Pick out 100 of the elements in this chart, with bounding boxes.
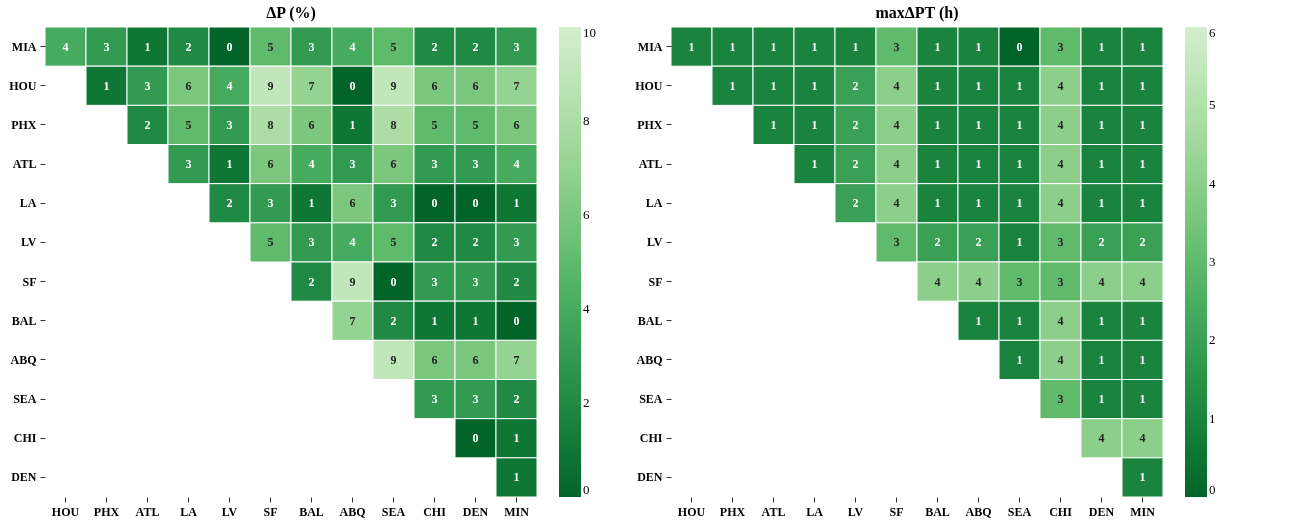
data-label: 4 bbox=[1098, 274, 1105, 289]
y-tick-label: MIA bbox=[637, 39, 663, 54]
data-label: 2 bbox=[144, 117, 151, 132]
data-label: 1 bbox=[1139, 313, 1146, 328]
data-label: 1 bbox=[1098, 39, 1105, 54]
data-label: 3 bbox=[226, 117, 233, 132]
data-label: 1 bbox=[811, 78, 818, 93]
data-label: 1 bbox=[934, 117, 941, 132]
data-label: 4 bbox=[1139, 431, 1146, 446]
data-label: 2 bbox=[226, 196, 233, 211]
data-label: 3 bbox=[1057, 235, 1064, 250]
data-label: 4 bbox=[513, 157, 520, 172]
data-label: 1 bbox=[975, 196, 982, 211]
data-label: 5 bbox=[267, 39, 274, 54]
data-label: 1 bbox=[1139, 470, 1146, 485]
data-label: 2 bbox=[513, 392, 520, 407]
data-label: 0 bbox=[472, 196, 479, 211]
x-tick-label: ATL bbox=[761, 504, 786, 519]
data-label: 1 bbox=[1139, 157, 1146, 172]
data-label: 4 bbox=[1057, 313, 1064, 328]
data-label: 6 bbox=[267, 157, 274, 172]
data-label: 4 bbox=[934, 274, 941, 289]
data-label: 4 bbox=[975, 274, 982, 289]
y-tick-label: ATL bbox=[12, 157, 37, 172]
data-label: 4 bbox=[226, 78, 233, 93]
x-tick-label: CHI bbox=[1049, 504, 1073, 519]
y-tick-label: SF bbox=[22, 274, 37, 289]
data-label: 1 bbox=[1098, 313, 1105, 328]
x-tick-label: MIN bbox=[504, 504, 530, 519]
data-label: 2 bbox=[472, 39, 479, 54]
data-label: 2 bbox=[934, 235, 941, 250]
data-label: 8 bbox=[267, 117, 274, 132]
data-label: 7 bbox=[513, 352, 520, 367]
data-label: 2 bbox=[513, 274, 520, 289]
color-bar-label: 5 bbox=[1209, 97, 1216, 113]
data-label: 1 bbox=[770, 117, 777, 132]
data-label: 2 bbox=[852, 78, 859, 93]
data-label: 1 bbox=[472, 313, 479, 328]
y-tick-label: CHI bbox=[639, 431, 663, 446]
data-label: 4 bbox=[1057, 117, 1064, 132]
x-tick-label: BAL bbox=[925, 504, 950, 519]
color-bar-label: 4 bbox=[583, 301, 590, 316]
data-label: 6 bbox=[472, 352, 479, 367]
data-label: 9 bbox=[349, 274, 356, 289]
x-tick-label: HOU bbox=[51, 504, 80, 519]
color-bar-label: 6 bbox=[583, 207, 590, 222]
color-bar-label: 8 bbox=[583, 113, 590, 128]
chart-title: ΔP (%) bbox=[266, 3, 316, 22]
data-label: 2 bbox=[390, 313, 397, 328]
data-label: 3 bbox=[431, 392, 438, 407]
data-label: 4 bbox=[1057, 157, 1064, 172]
data-label: 1 bbox=[934, 78, 941, 93]
data-label: 3 bbox=[267, 196, 274, 211]
data-label: 2 bbox=[1098, 235, 1105, 250]
data-label: 0 bbox=[513, 313, 520, 328]
data-label: 1 bbox=[934, 196, 941, 211]
data-label: 1 bbox=[1139, 392, 1146, 407]
y-tick-label: LV bbox=[20, 235, 37, 250]
data-label: 1 bbox=[349, 117, 356, 132]
data-label: 1 bbox=[770, 39, 777, 54]
y-tick-label: HOU bbox=[9, 78, 37, 93]
data-label: 5 bbox=[185, 117, 192, 132]
data-label: 2 bbox=[852, 157, 859, 172]
x-tick-label: SEA bbox=[381, 504, 406, 519]
data-label: 4 bbox=[1057, 196, 1064, 211]
data-label: 9 bbox=[267, 78, 274, 93]
data-label: 6 bbox=[431, 78, 438, 93]
x-tick-label: LA bbox=[806, 504, 824, 519]
x-tick-label: LV bbox=[221, 504, 238, 519]
x-tick-label: DEN bbox=[462, 504, 489, 519]
y-tick-label: SEA bbox=[13, 392, 37, 407]
data-label: 3 bbox=[513, 235, 520, 250]
data-label: 3 bbox=[431, 274, 438, 289]
y-tick-label: PHX bbox=[11, 117, 37, 132]
data-label: 4 bbox=[349, 39, 356, 54]
data-label: 3 bbox=[472, 157, 479, 172]
data-label: 1 bbox=[975, 313, 982, 328]
data-label: 5 bbox=[390, 235, 397, 250]
data-label: 1 bbox=[1139, 352, 1146, 367]
x-tick-label: LV bbox=[847, 504, 864, 519]
data-label: 3 bbox=[431, 157, 438, 172]
data-label: 1 bbox=[975, 157, 982, 172]
x-tick-label: ATL bbox=[135, 504, 160, 519]
data-label: 1 bbox=[1016, 78, 1023, 93]
data-label: 0 bbox=[349, 78, 356, 93]
data-label: 7 bbox=[308, 78, 315, 93]
data-label: 1 bbox=[1139, 39, 1146, 54]
data-label: 3 bbox=[1016, 274, 1023, 289]
data-label: 6 bbox=[308, 117, 315, 132]
data-label: 4 bbox=[308, 157, 315, 172]
data-label: 1 bbox=[975, 117, 982, 132]
data-label: 1 bbox=[811, 157, 818, 172]
y-tick-label: LV bbox=[646, 235, 663, 250]
data-label: 3 bbox=[390, 196, 397, 211]
color-bar-label: 4 bbox=[1209, 175, 1216, 191]
data-label: 1 bbox=[308, 196, 315, 211]
data-label: 4 bbox=[349, 235, 356, 250]
y-tick-label: ABQ bbox=[10, 352, 37, 367]
data-label: 3 bbox=[308, 235, 315, 250]
data-label: 1 bbox=[1098, 157, 1105, 172]
